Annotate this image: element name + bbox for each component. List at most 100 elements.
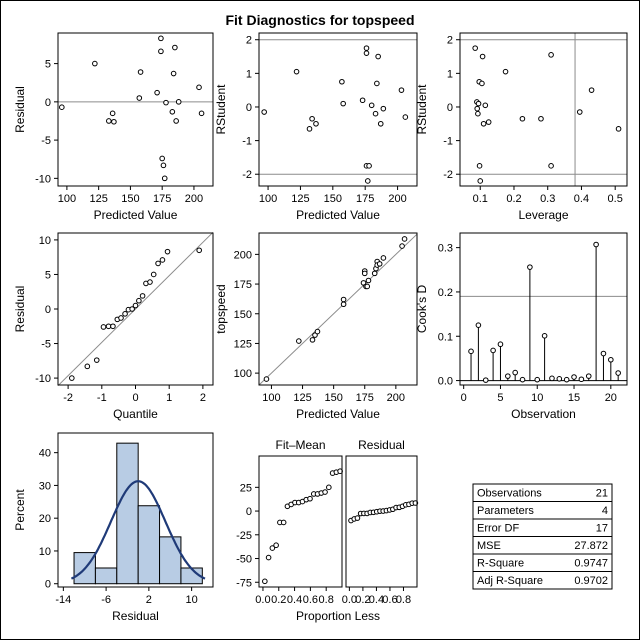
data-point <box>364 178 371 184</box>
data-point <box>160 162 167 169</box>
stat-value: 27.872 <box>574 540 608 552</box>
y-tick-label: 2 <box>246 35 252 47</box>
x-tick-label: 0.5 <box>608 193 623 205</box>
residual-histogram-panel: -14 -6 2 10 0 10 20 30 40 Residual Percent <box>13 432 214 623</box>
needle-point <box>593 241 599 248</box>
x-axis-label: Residual <box>112 609 159 623</box>
data-point <box>339 78 345 85</box>
x-tick-label: 15 <box>568 392 580 404</box>
x-axis-label: Observation <box>511 407 576 421</box>
data-point <box>129 306 135 312</box>
data-point <box>366 163 372 169</box>
y-axis-label: Percent <box>13 489 27 531</box>
y-tick-label: 125 <box>234 338 252 350</box>
y-tick-label: 40 <box>39 448 51 460</box>
data-point <box>588 87 595 93</box>
data-point <box>548 163 554 169</box>
data-point <box>263 376 270 382</box>
plot-frame <box>345 455 418 588</box>
data-point <box>164 248 171 255</box>
plot-frame <box>459 32 628 187</box>
y-tick-label: -2 <box>242 169 252 181</box>
data-point <box>150 271 157 278</box>
data-point <box>615 126 622 132</box>
plot-frame <box>258 455 343 588</box>
histogram-bar <box>94 567 118 585</box>
x-tick-label: 0.8 <box>396 594 411 606</box>
x-tick-label: 100 <box>58 193 76 205</box>
data-point <box>309 337 316 343</box>
x-tick-label: 150 <box>324 193 342 205</box>
reference-line <box>57 231 214 387</box>
fit-statistics-table: Observations 21 Parameters 4 Error DF 17 MSE 27… <box>472 483 613 590</box>
needle-point <box>585 373 592 379</box>
stat-value: 17 <box>596 523 608 535</box>
data-point <box>474 105 481 112</box>
spread-point <box>273 542 279 549</box>
y-tick-label: 5 <box>45 59 51 71</box>
data-point <box>480 120 487 127</box>
x-tick-label: 150 <box>324 392 342 404</box>
data-point <box>170 70 177 77</box>
y-axis-label: Residual <box>13 86 27 133</box>
y-tick-label: -1 <box>242 136 252 148</box>
data-point <box>161 175 168 182</box>
data-point <box>401 236 408 242</box>
needle-point <box>541 333 548 339</box>
y-tick-label: 2 <box>447 35 453 47</box>
x-tick-label: 0 <box>132 392 138 404</box>
y-tick-label: 0 <box>45 304 51 316</box>
data-point <box>92 60 98 67</box>
data-point <box>196 247 202 254</box>
x-tick-label: 20 <box>605 392 617 404</box>
y-tick-label: 0 <box>447 102 453 114</box>
needle-point <box>527 264 533 270</box>
needle-point <box>571 374 577 380</box>
data-point <box>306 126 313 132</box>
x-axis-label: Leverage <box>518 208 568 222</box>
data-point <box>147 279 153 285</box>
y-tick-label: -75 <box>236 577 252 589</box>
data-point <box>122 311 128 317</box>
x-tick-label: 2 <box>146 594 152 606</box>
stat-value: 0.9702 <box>574 575 608 587</box>
data-point <box>118 315 124 321</box>
x-tick-label: 10 <box>185 594 197 606</box>
plot-frame <box>57 432 214 588</box>
reference-line <box>258 233 418 386</box>
stat-label: Adj R-Square <box>477 575 543 587</box>
needle-point <box>608 356 614 363</box>
spread-point <box>269 545 276 551</box>
y-tick-label: 20 <box>39 513 51 525</box>
stat-label: Observations <box>477 488 542 500</box>
data-point <box>368 102 375 109</box>
y-tick-label: -2 <box>443 169 453 181</box>
rstudent-vs-predicted-panel: 100 125 150 175 200 -2 -1 0 1 2 Predicted Value RSt… <box>214 32 418 222</box>
stat-label: Error DF <box>477 523 519 535</box>
x-tick-label: 0.4 <box>369 594 384 606</box>
y-axis-label: RStudent <box>415 84 429 135</box>
cooks-d-panel: 0 5 10 15 20 0.0 0.1 0.2 0.3 Observation Cook's D <box>415 232 628 421</box>
data-point <box>340 296 347 303</box>
x-tick-label: 125 <box>293 392 311 404</box>
data-point <box>361 270 368 277</box>
panel-header: Residual <box>358 438 405 452</box>
x-tick-label: 0.0 <box>255 594 270 606</box>
x-tick-label: 0.2 <box>355 594 370 606</box>
data-point <box>377 120 384 127</box>
data-point <box>477 178 484 184</box>
data-point <box>519 115 526 122</box>
panel-header: Fit–Mean <box>275 438 325 452</box>
data-point <box>340 301 347 308</box>
x-tick-label: 0.0 <box>342 594 357 606</box>
y-tick-label: 0 <box>246 506 252 518</box>
data-point <box>173 118 179 124</box>
x-tick-label: 200 <box>388 193 406 205</box>
data-point <box>158 35 164 42</box>
x-tick-label: 10 <box>531 392 543 404</box>
spread-point <box>354 515 361 521</box>
spread-point <box>307 495 313 502</box>
